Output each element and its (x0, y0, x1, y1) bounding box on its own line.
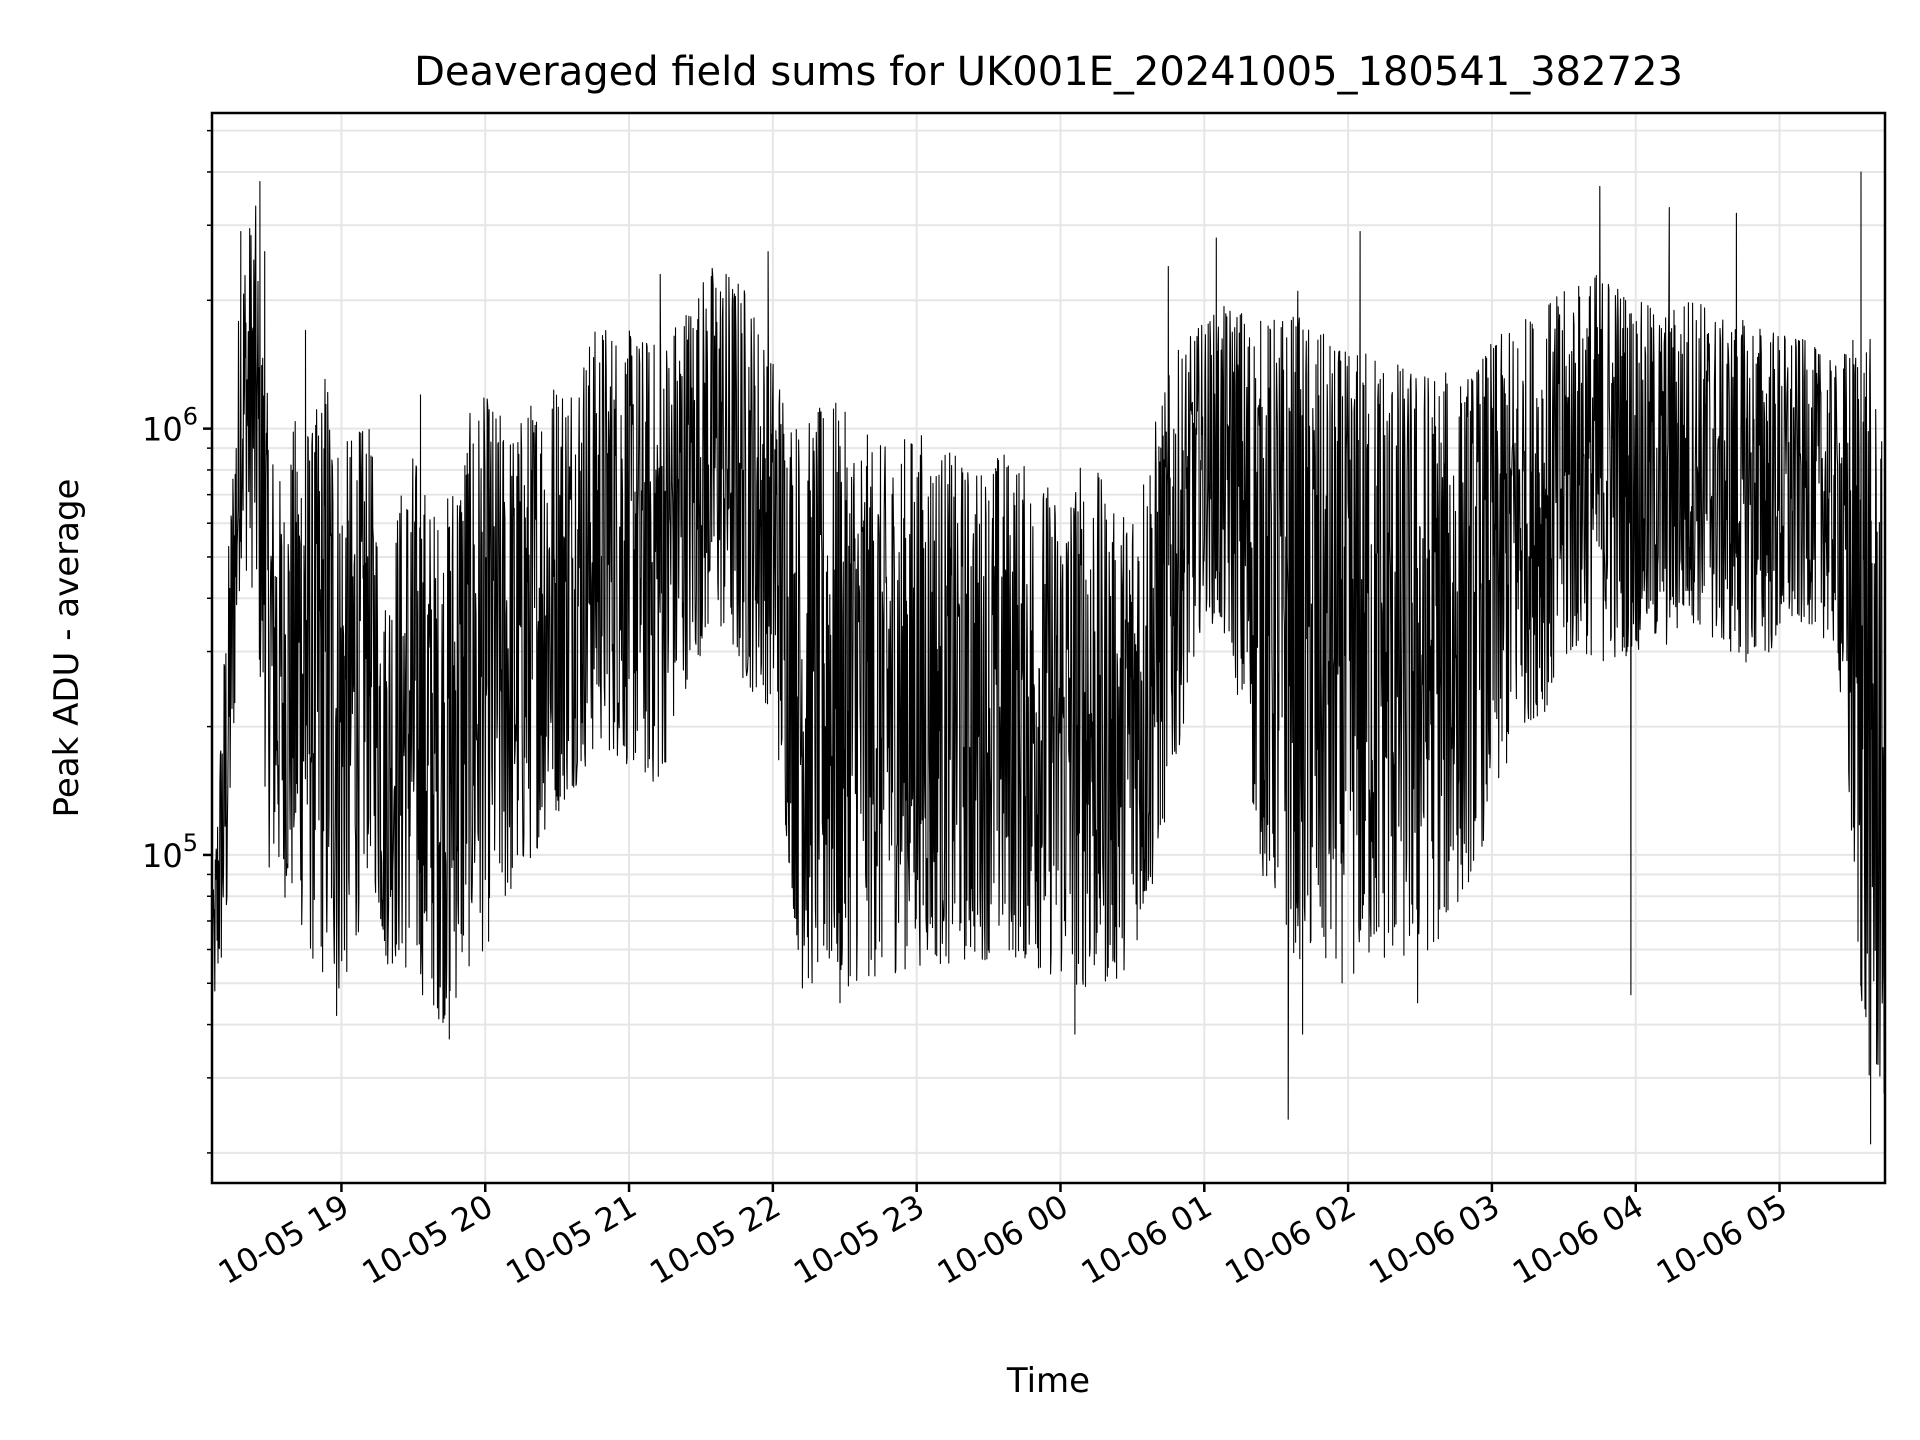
series-layer (211, 171, 1886, 1145)
y-tick-label-exponent: 5 (183, 829, 198, 857)
series-line (211, 171, 1886, 1145)
chart-title: Deaveraged field sums for UK001E_2024100… (414, 49, 1683, 95)
y-tick-label: 105 (142, 829, 198, 875)
x-axis-label: Time (1006, 1361, 1090, 1401)
y-tick-label-base: 10 (142, 837, 183, 875)
y-axis-label: Peak ADU - average (47, 479, 87, 818)
y-tick-label-exponent: 6 (183, 403, 198, 431)
y-tick-label-base: 10 (142, 411, 183, 449)
plot-frame (210, 111, 1887, 1185)
y-tick-label: 106 (142, 403, 198, 449)
